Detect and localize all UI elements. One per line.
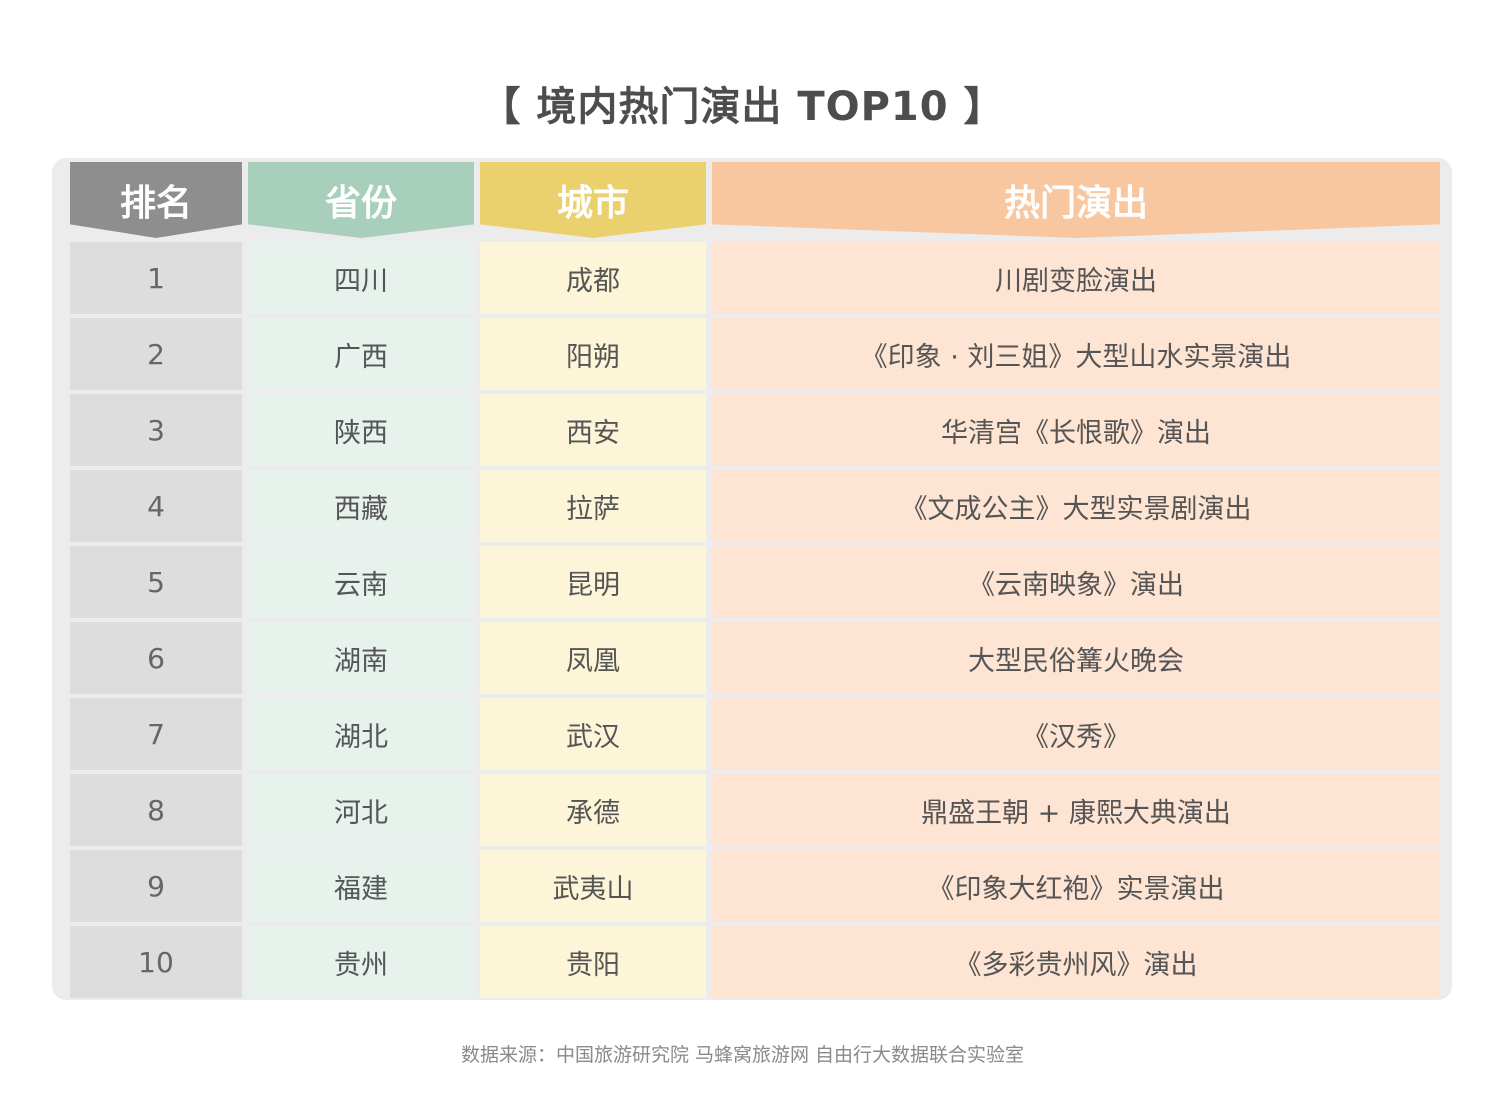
show-cell: 《汉秀》 — [712, 698, 1440, 770]
rank-header: 排名 — [70, 162, 242, 238]
city-cell: 西安 — [480, 394, 706, 466]
rank-cell: 1 — [70, 242, 242, 314]
rank-column: 排名 1 2 3 4 5 6 7 8 9 10 — [70, 162, 242, 998]
show-column: 热门演出 川剧变脸演出 《印象 · 刘三姐》大型山水实景演出 华清宫《长恨歌》演… — [712, 162, 1440, 998]
province-cell: 四川 — [248, 242, 474, 314]
show-cell: 《文成公主》大型实景剧演出 — [712, 470, 1440, 542]
city-cell: 昆明 — [480, 546, 706, 618]
city-column: 城市 成都 阳朔 西安 拉萨 昆明 凤凰 武汉 承德 武夷山 贵阳 — [480, 162, 706, 998]
province-cell: 陕西 — [248, 394, 474, 466]
city-cell: 贵阳 — [480, 926, 706, 998]
province-cell: 贵州 — [248, 926, 474, 998]
city-cell: 武汉 — [480, 698, 706, 770]
city-cell: 阳朔 — [480, 318, 706, 390]
province-cell: 湖北 — [248, 698, 474, 770]
show-cell: 《印象大红袍》实景演出 — [712, 850, 1440, 922]
city-cell: 武夷山 — [480, 850, 706, 922]
rank-cell: 8 — [70, 774, 242, 846]
rank-cell: 9 — [70, 850, 242, 922]
city-cell: 拉萨 — [480, 470, 706, 542]
show-cell: 华清宫《长恨歌》演出 — [712, 394, 1440, 466]
show-cell: 大型民俗篝火晚会 — [712, 622, 1440, 694]
province-cell: 河北 — [248, 774, 474, 846]
rank-cell: 7 — [70, 698, 242, 770]
province-column: 省份 四川 广西 陕西 西藏 云南 湖南 湖北 河北 福建 贵州 — [248, 162, 474, 998]
province-cell: 湖南 — [248, 622, 474, 694]
show-cell: 鼎盛王朝 + 康熙大典演出 — [712, 774, 1440, 846]
show-cell: 川剧变脸演出 — [712, 242, 1440, 314]
province-cell: 福建 — [248, 850, 474, 922]
province-cell: 广西 — [248, 318, 474, 390]
province-header: 省份 — [248, 162, 474, 238]
city-header: 城市 — [480, 162, 706, 238]
city-cell: 凤凰 — [480, 622, 706, 694]
city-cell: 成都 — [480, 242, 706, 314]
page-title: 【 境内热门演出 TOP10 】 — [480, 84, 1005, 130]
rank-cell: 6 — [70, 622, 242, 694]
province-cell: 云南 — [248, 546, 474, 618]
rank-cell: 2 — [70, 318, 242, 390]
ranking-table: 排名 1 2 3 4 5 6 7 8 9 10 省份 四川 广西 陕西 西藏 云… — [70, 162, 1440, 998]
rank-cell: 10 — [70, 926, 242, 998]
show-header: 热门演出 — [712, 162, 1440, 238]
rank-cell: 5 — [70, 546, 242, 618]
show-cell: 《印象 · 刘三姐》大型山水实景演出 — [712, 318, 1440, 390]
data-source-note: 数据来源：中国旅游研究院 马蜂窝旅游网 自由行大数据联合实验室 — [460, 1044, 1025, 1066]
city-cell: 承德 — [480, 774, 706, 846]
rank-cell: 4 — [70, 470, 242, 542]
rank-cell: 3 — [70, 394, 242, 466]
show-cell: 《云南映象》演出 — [712, 546, 1440, 618]
show-cell: 《多彩贵州风》演出 — [712, 926, 1440, 998]
province-cell: 西藏 — [248, 470, 474, 542]
